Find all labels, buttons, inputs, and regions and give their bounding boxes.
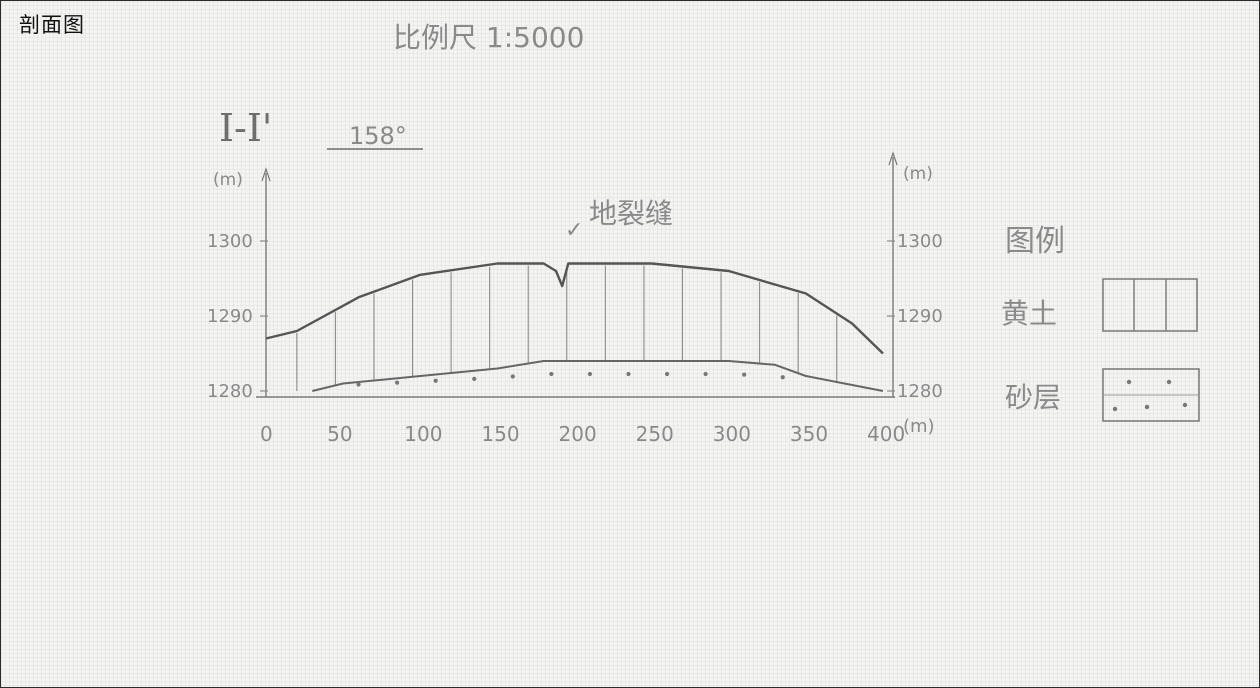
y-axis-left-arrow — [261, 167, 271, 182]
bearing-label: 158° — [349, 122, 407, 150]
sand-dot — [742, 372, 747, 377]
x-tick-label: 200 — [559, 422, 597, 446]
legend-label-loess: 黄土 — [1001, 297, 1057, 330]
y-tick-label-right: 1300 — [897, 231, 943, 252]
sand-dot — [433, 378, 438, 383]
sand-layer-top-line — [312, 360, 884, 392]
y-tick-label-right: 1290 — [897, 306, 943, 327]
x-tick-label: 350 — [790, 422, 828, 446]
tick-labels: 0 50 100 150 200 250 300 350 400(m) 1300 1290 1280 1… — [207, 231, 943, 446]
fault-label: 地裂缝 — [589, 197, 673, 230]
sand-dots — [356, 371, 785, 387]
x-tick-label: 0 — [260, 422, 273, 446]
section-label: I-I' — [219, 106, 272, 150]
legend-label-sand: 砂层 — [1005, 381, 1061, 414]
x-tick-label: 150 — [481, 422, 519, 446]
legend-swatch-sand — [1102, 368, 1200, 422]
x-tick-label: 250 — [636, 422, 674, 446]
loess-hatching — [296, 265, 838, 391]
sand-dot — [395, 380, 400, 385]
sand-dot — [780, 375, 785, 380]
x-tick-label: 100 — [404, 422, 442, 446]
fault-arrow-mark: ✓ — [565, 218, 583, 243]
sand-dot — [587, 371, 593, 377]
ground-surface-line — [265, 262, 884, 355]
y-axis-left-unit: (m) — [213, 170, 243, 190]
x-tick-label: 300 — [713, 422, 751, 446]
sand-dot — [664, 371, 670, 377]
legend-swatch-loess — [1102, 278, 1198, 332]
sand-dot — [626, 371, 631, 377]
y-tick-label-left: 1300 — [207, 231, 253, 252]
y-tick-label-left: 1290 — [207, 306, 253, 327]
axes: (m) (m) — [213, 151, 933, 398]
legend-title: 图例 — [1005, 224, 1065, 259]
y-tick-label-left: 1280 — [207, 381, 253, 402]
page-title: 剖面图 — [19, 13, 85, 37]
sand-dot — [356, 382, 361, 387]
sand-dot — [472, 376, 477, 381]
sand-dot — [703, 371, 708, 377]
x-tick-label: 400 — [867, 422, 905, 446]
sand-dot — [549, 371, 554, 377]
y-tick-label-right: 1280 — [897, 381, 943, 402]
y-axis-right-unit: (m) — [903, 164, 933, 184]
sand-dot — [510, 374, 515, 379]
y-axis-right-arrow — [888, 151, 898, 166]
x-tick-label: 50 — [327, 422, 352, 446]
scale-label: 比例尺 1:5000 — [393, 21, 584, 54]
legend: 图例 黄土 砂层 — [1001, 224, 1200, 422]
x-axis-unit: (m) — [903, 416, 935, 437]
